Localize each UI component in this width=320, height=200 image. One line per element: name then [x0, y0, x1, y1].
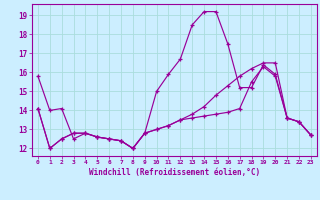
X-axis label: Windchill (Refroidissement éolien,°C): Windchill (Refroidissement éolien,°C) [89, 168, 260, 177]
